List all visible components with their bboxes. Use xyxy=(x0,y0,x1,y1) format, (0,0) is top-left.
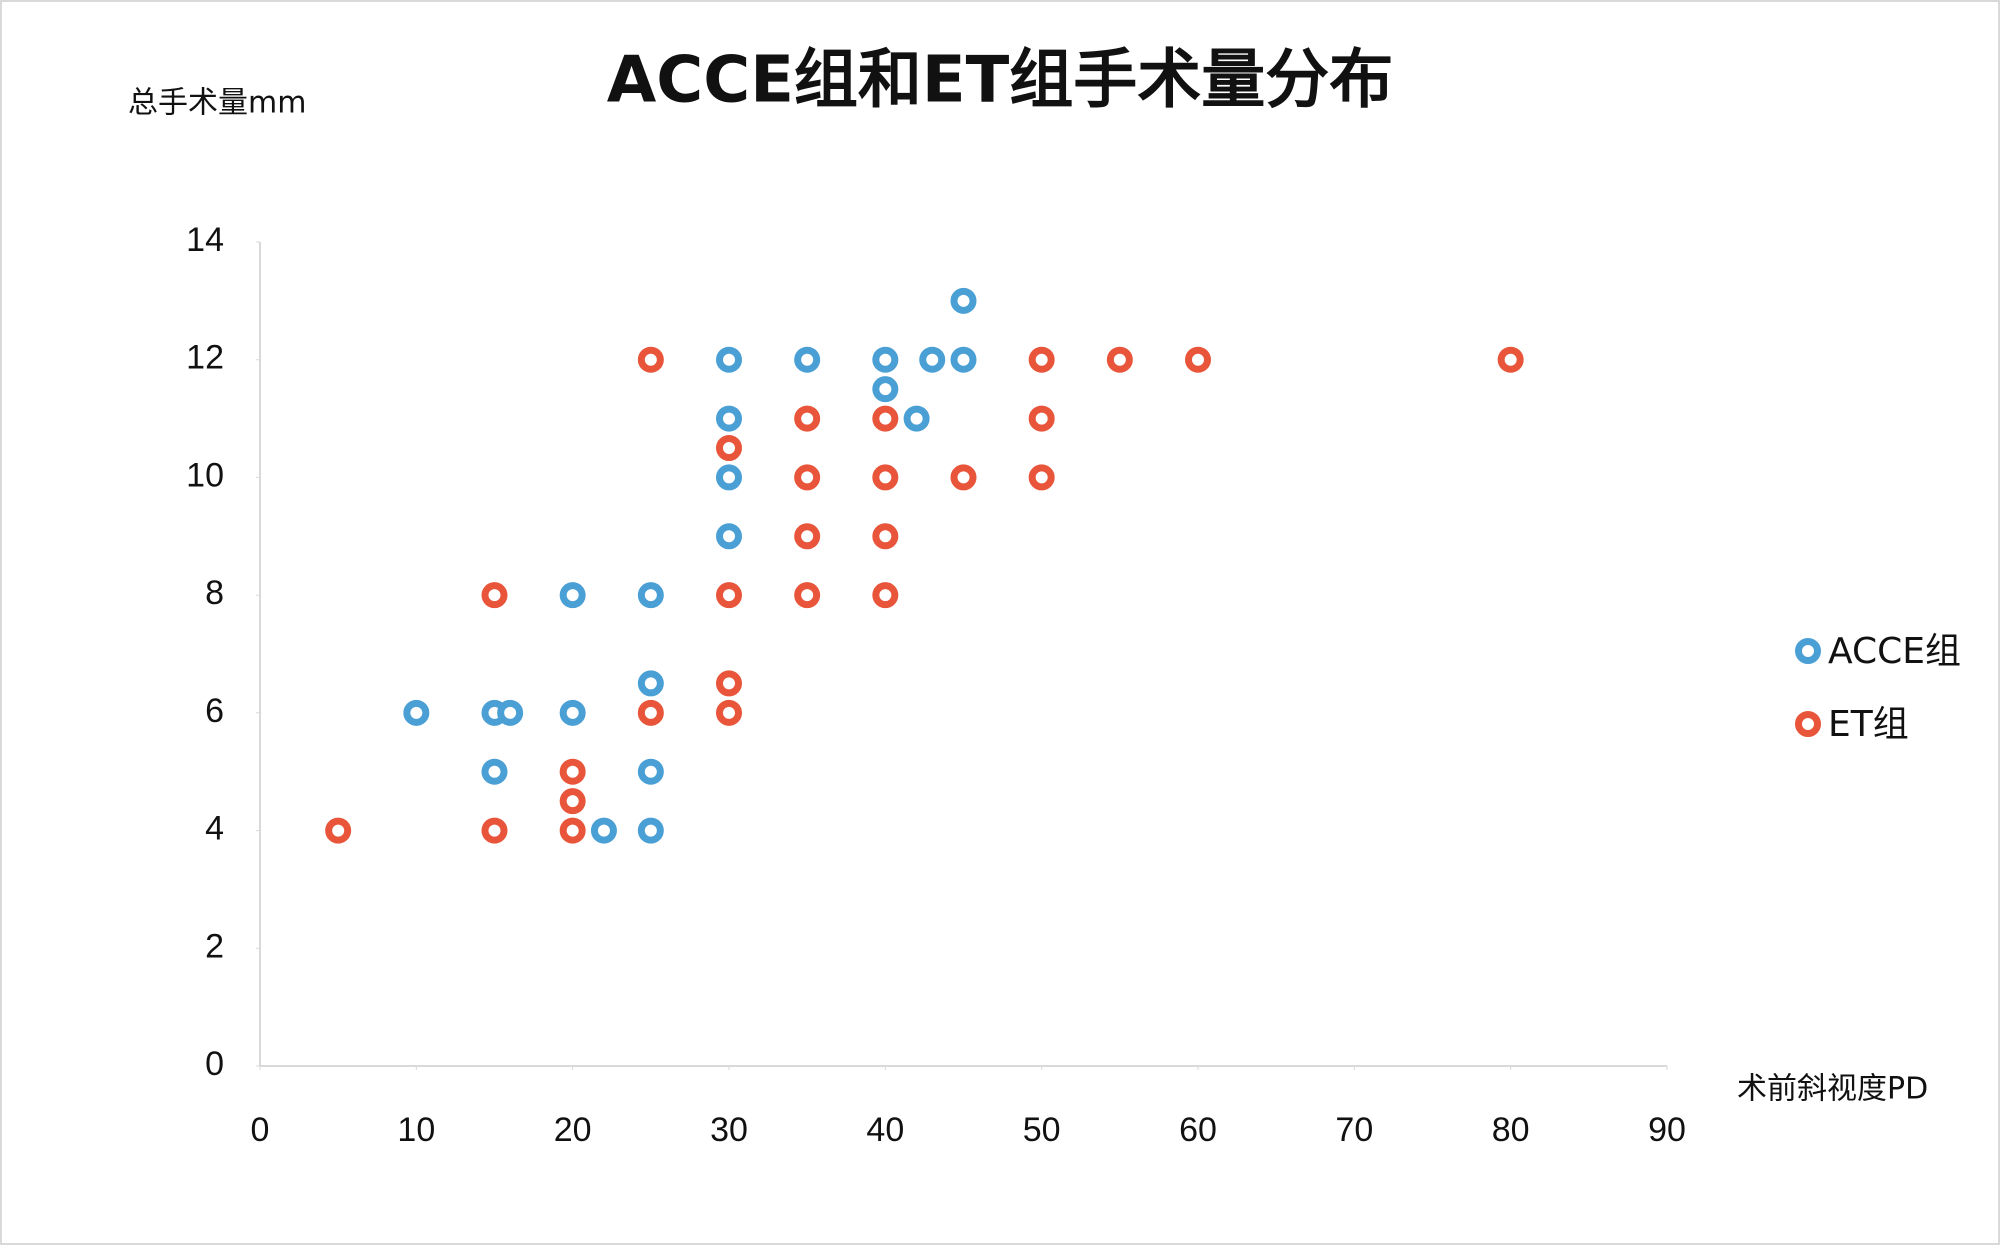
point xyxy=(637,346,664,373)
legend-label: ET组 xyxy=(1828,704,1909,745)
x-tick-label: 80 xyxy=(1492,1111,1530,1149)
x-tick-label: 40 xyxy=(866,1111,904,1149)
point xyxy=(481,817,508,844)
point xyxy=(903,405,930,432)
point xyxy=(1028,464,1055,491)
point xyxy=(950,287,977,314)
point xyxy=(1106,346,1133,373)
point xyxy=(794,405,821,432)
point xyxy=(716,346,742,373)
point xyxy=(590,817,617,844)
x-tick-label: 30 xyxy=(710,1111,748,1149)
point xyxy=(716,582,742,609)
point xyxy=(637,670,664,697)
x-tick-label: 20 xyxy=(554,1111,592,1149)
point xyxy=(559,699,586,726)
y-axis-label: 总手术量mm xyxy=(128,86,306,121)
point xyxy=(872,346,899,373)
point xyxy=(716,670,742,697)
y-tick-label: 12 xyxy=(186,339,224,377)
y-tick-label: 4 xyxy=(205,810,224,848)
point xyxy=(637,758,664,785)
legend-label: ACCE组 xyxy=(1828,631,1961,672)
legend-marker xyxy=(1795,711,1821,737)
point xyxy=(481,758,508,785)
point xyxy=(950,346,977,373)
point xyxy=(919,346,946,373)
y-tick-label: 0 xyxy=(205,1045,224,1083)
point xyxy=(716,523,742,550)
point xyxy=(325,817,352,844)
point xyxy=(637,817,664,844)
point xyxy=(637,699,664,726)
point xyxy=(1028,405,1055,432)
point xyxy=(872,523,899,550)
point xyxy=(872,464,899,491)
x-tick-label: 50 xyxy=(1023,1111,1061,1149)
y-tick-label: 8 xyxy=(205,574,224,612)
point xyxy=(559,758,586,785)
y-tick-label: 14 xyxy=(186,221,224,259)
point xyxy=(1185,346,1211,373)
point xyxy=(481,582,508,609)
point xyxy=(497,699,524,726)
point xyxy=(794,582,821,609)
point xyxy=(1497,346,1524,373)
point xyxy=(1028,346,1055,373)
point xyxy=(559,582,586,609)
y-tick-label: 2 xyxy=(205,927,224,965)
x-tick-label: 70 xyxy=(1335,1111,1373,1149)
x-tick-label: 60 xyxy=(1179,1111,1217,1149)
point xyxy=(716,405,742,432)
point xyxy=(716,464,742,491)
point xyxy=(794,523,821,550)
point xyxy=(872,405,899,432)
y-tick-label: 10 xyxy=(186,456,224,494)
x-axis-label: 术前斜视度PD xyxy=(1737,1072,1928,1107)
point xyxy=(559,788,586,815)
y-tick-label: 6 xyxy=(205,692,224,730)
point xyxy=(872,376,899,403)
point xyxy=(716,435,742,461)
point xyxy=(950,464,977,491)
legend-marker xyxy=(1795,638,1821,664)
point xyxy=(716,699,742,726)
x-tick-label: 0 xyxy=(251,1111,270,1149)
point xyxy=(794,464,821,491)
point xyxy=(872,582,899,609)
point xyxy=(637,582,664,609)
x-tick-label: 10 xyxy=(397,1111,435,1149)
x-tick-label: 90 xyxy=(1648,1111,1686,1149)
point xyxy=(794,346,821,373)
point xyxy=(403,699,430,726)
chart-title: ACCE组和ET组手术量分布 xyxy=(607,44,1394,118)
point xyxy=(559,817,586,844)
